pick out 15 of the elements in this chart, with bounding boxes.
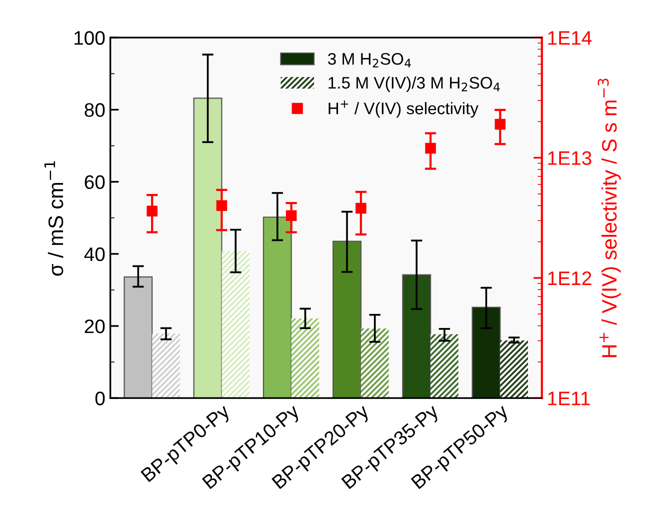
y-tick-label: 0 <box>95 392 105 406</box>
legend-label: 3 M H$_{2}$SO$_{4}$ <box>328 53 411 68</box>
legend-label: 1.5 M V(IV)/3 M H$_{2}$SO$_{4}$ <box>328 76 500 92</box>
y2-axis-title: H$^{+}$ / V(IV) selectivity / S s m$^{−3}$ <box>598 78 621 358</box>
y2-tick-label: 1E13 <box>548 151 592 165</box>
y-tick-label: 80 <box>84 103 105 117</box>
legend-label: H$^{+}$ / V(IV) selectivity <box>328 100 478 118</box>
y-tick-label: 60 <box>84 175 105 190</box>
y2-tick-label: 1E14 <box>548 31 592 45</box>
y-tick-label: 100 <box>74 31 105 45</box>
y-tick-label: 40 <box>84 247 105 262</box>
y2-tick-label: 1E11 <box>548 392 590 406</box>
y-axis-title: σ / mS cm$^{−1}$ <box>44 161 64 276</box>
y2-tick-label: 1E12 <box>548 271 592 285</box>
y-tick-label: 20 <box>84 319 105 334</box>
